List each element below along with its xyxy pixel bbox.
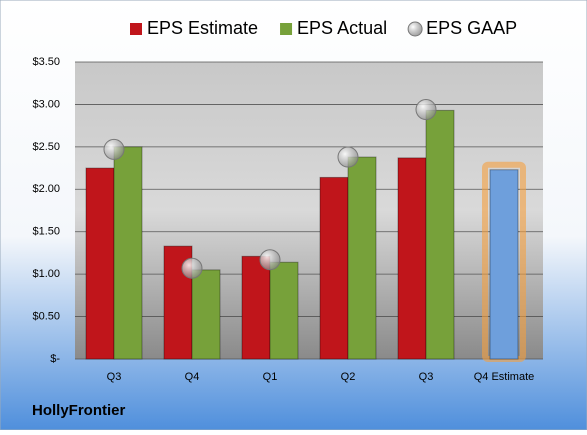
legend-marker	[130, 23, 142, 35]
bar	[269, 261, 299, 360]
y-tick-label: $-	[50, 353, 60, 365]
legend-marker	[407, 21, 423, 37]
chart-title: HollyFrontier	[32, 402, 126, 419]
gaap-marker	[103, 138, 125, 160]
gaap-marker	[415, 99, 437, 121]
y-tick-label: $0.50	[32, 310, 60, 322]
x-tick-label: Q3	[107, 371, 122, 383]
x-tick-label: Q2	[341, 371, 356, 383]
gaap-marker	[337, 146, 359, 168]
bar	[85, 167, 115, 360]
y-tick-label: $3.50	[32, 56, 60, 68]
y-tick-label: $1.00	[32, 268, 60, 280]
gaap-marker	[259, 249, 281, 271]
x-tick-label: Q3	[419, 371, 434, 383]
x-tick-label: Q4	[185, 371, 200, 383]
x-tick-label: Q4 Estimate	[474, 371, 535, 383]
y-tick-label: $1.50	[32, 226, 60, 238]
legend-marker	[280, 23, 293, 35]
legend-label: EPS GAAP	[426, 18, 517, 38]
bar	[397, 157, 427, 360]
bar	[489, 169, 519, 360]
y-tick-label: $3.00	[32, 98, 60, 110]
bar	[113, 146, 143, 360]
plot-area	[75, 62, 543, 359]
legend-label: EPS Actual	[297, 18, 387, 38]
bar	[347, 156, 377, 360]
legend: EPS Estimate EPS Actual EPS GAAP	[130, 18, 517, 38]
legend-label: EPS Estimate	[147, 18, 258, 38]
bar	[241, 255, 271, 360]
y-tick-label: $2.50	[32, 141, 60, 153]
bar	[425, 109, 455, 360]
gaap-marker	[181, 257, 203, 279]
bar	[191, 269, 221, 360]
x-tick-label: Q1	[263, 371, 278, 383]
y-tick-label: $2.00	[32, 183, 60, 195]
bar	[319, 176, 349, 360]
